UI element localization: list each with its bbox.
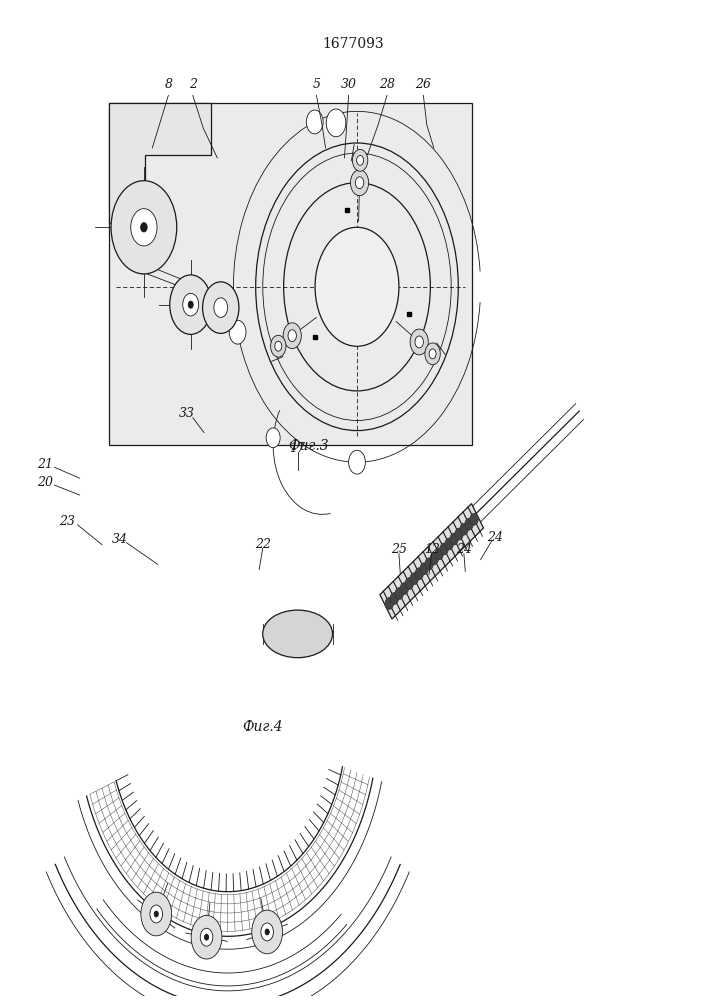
Circle shape (154, 911, 158, 917)
Circle shape (275, 341, 282, 351)
Circle shape (326, 109, 346, 137)
Text: 17: 17 (290, 442, 305, 455)
Circle shape (429, 349, 436, 359)
Circle shape (425, 343, 440, 365)
Circle shape (131, 209, 157, 246)
Text: 22: 22 (255, 538, 271, 551)
Circle shape (415, 336, 423, 348)
Circle shape (252, 910, 283, 954)
Text: Фиг.3: Фиг.3 (288, 439, 328, 453)
Circle shape (410, 329, 428, 355)
Circle shape (450, 533, 458, 545)
Circle shape (410, 573, 419, 585)
Circle shape (283, 323, 301, 349)
Ellipse shape (263, 610, 332, 658)
Circle shape (111, 181, 177, 274)
Text: 12: 12 (423, 543, 440, 556)
Circle shape (351, 170, 368, 196)
Circle shape (420, 563, 428, 575)
Text: 25: 25 (391, 543, 407, 556)
Circle shape (288, 330, 296, 342)
Circle shape (405, 578, 414, 590)
Circle shape (415, 568, 423, 580)
Text: 26: 26 (416, 78, 431, 91)
Circle shape (229, 320, 246, 344)
Text: 24: 24 (486, 531, 503, 544)
Circle shape (465, 518, 473, 530)
Text: 30: 30 (341, 78, 356, 91)
Text: 5: 5 (312, 78, 320, 91)
Circle shape (204, 934, 209, 940)
Circle shape (460, 523, 468, 535)
Text: 20: 20 (37, 476, 53, 489)
Text: 34: 34 (112, 533, 127, 546)
Circle shape (445, 538, 453, 550)
Circle shape (214, 298, 228, 317)
Circle shape (182, 293, 199, 316)
Circle shape (191, 915, 222, 959)
Circle shape (440, 543, 448, 555)
Text: Фиг.4: Фиг.4 (243, 720, 283, 734)
Text: 21: 21 (37, 458, 53, 471)
Circle shape (266, 428, 280, 448)
Circle shape (356, 177, 363, 189)
Circle shape (390, 593, 399, 604)
Circle shape (203, 282, 239, 333)
Circle shape (150, 905, 163, 923)
Circle shape (395, 588, 404, 599)
Text: 28: 28 (379, 78, 395, 91)
Circle shape (261, 923, 274, 941)
Text: 8: 8 (164, 78, 173, 91)
Circle shape (315, 227, 399, 346)
Polygon shape (380, 504, 484, 619)
Circle shape (170, 275, 211, 334)
Text: 1677093: 1677093 (322, 37, 385, 51)
Circle shape (470, 513, 478, 525)
Text: 23: 23 (59, 515, 75, 528)
Circle shape (349, 450, 366, 474)
Circle shape (200, 928, 213, 946)
Circle shape (435, 548, 443, 560)
Text: 33: 33 (179, 407, 195, 420)
Circle shape (455, 528, 463, 540)
Circle shape (430, 553, 438, 565)
Bar (109, 103, 472, 445)
Circle shape (141, 892, 172, 936)
Circle shape (356, 155, 363, 165)
Circle shape (141, 223, 147, 232)
Polygon shape (109, 103, 211, 223)
Circle shape (425, 558, 433, 570)
Circle shape (385, 597, 394, 609)
Circle shape (188, 301, 193, 308)
Text: 2: 2 (189, 78, 197, 91)
Text: 24: 24 (456, 543, 472, 556)
Circle shape (271, 335, 286, 357)
Circle shape (306, 110, 323, 134)
Circle shape (352, 149, 368, 171)
Circle shape (400, 583, 409, 594)
Circle shape (265, 929, 269, 935)
